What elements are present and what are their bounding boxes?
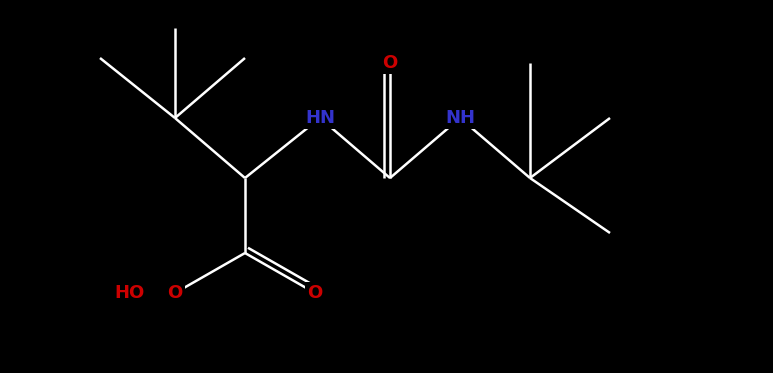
Text: HN: HN [305,109,335,127]
Text: HO: HO [115,284,145,302]
Text: O: O [308,284,322,302]
Text: NH: NH [445,109,475,127]
Text: O: O [168,284,182,302]
Text: O: O [383,54,397,72]
